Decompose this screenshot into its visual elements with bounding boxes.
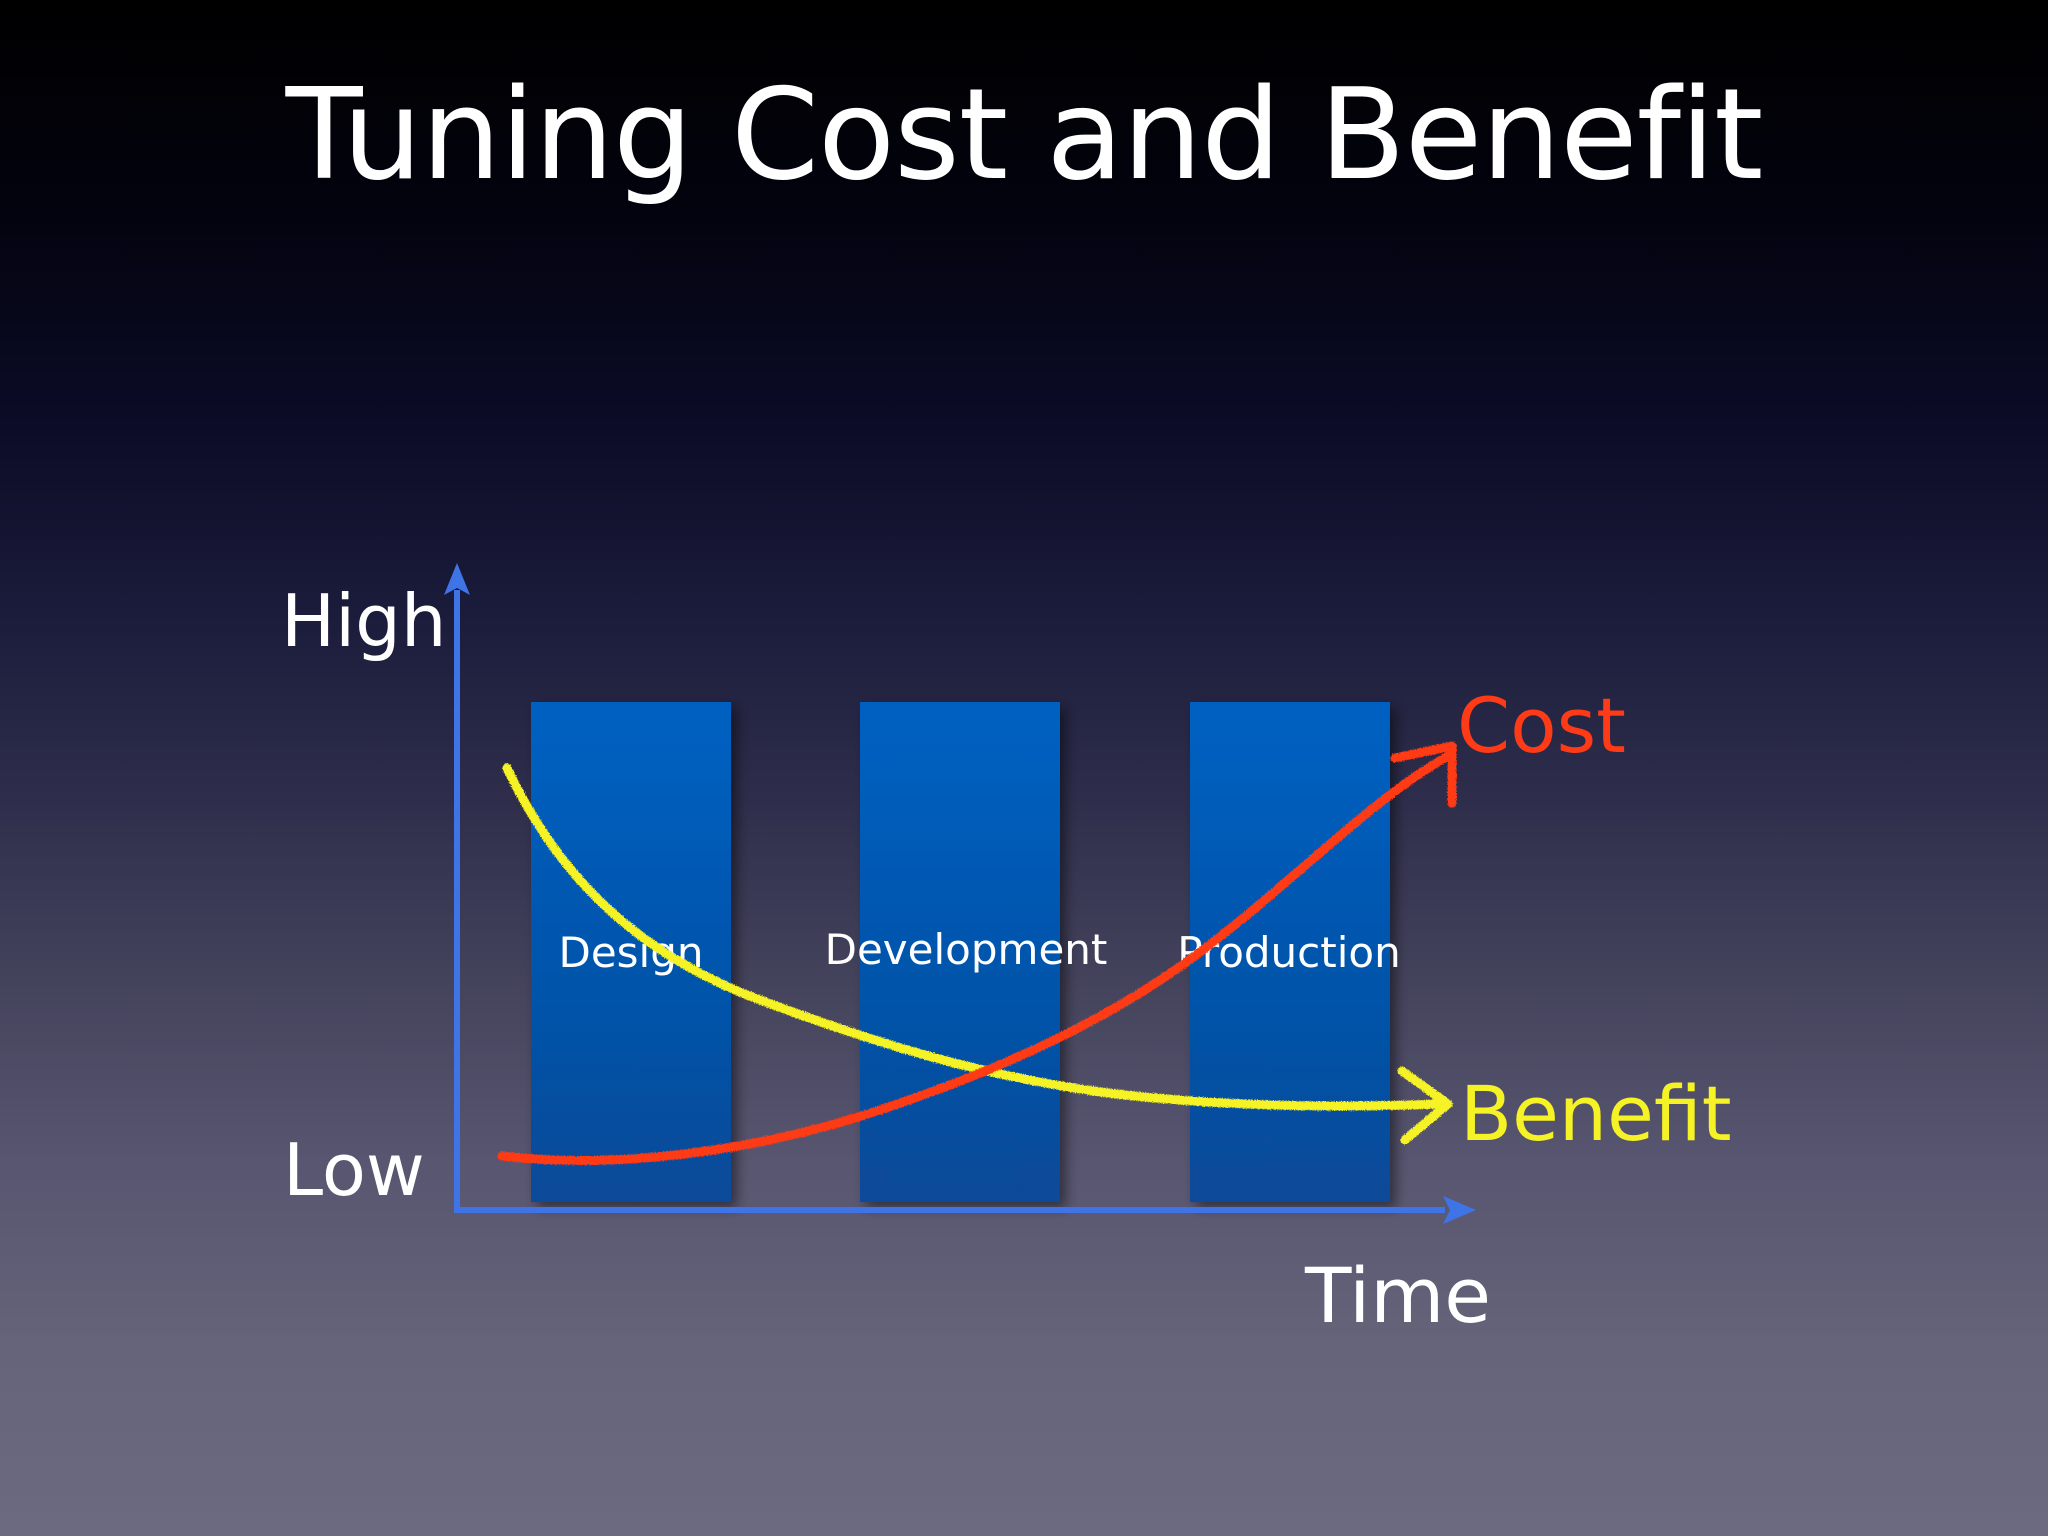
benefit-curve bbox=[502, 763, 1453, 1145]
slide-title: Tuning Cost and Benefit bbox=[285, 61, 1764, 208]
cost-curve-label: Cost bbox=[1457, 681, 1626, 770]
benefit-arrowhead bbox=[1397, 1066, 1453, 1145]
cost-curve bbox=[497, 741, 1457, 1165]
phase-label-design: Design bbox=[558, 928, 703, 977]
y-axis-arrowhead bbox=[444, 563, 470, 595]
y-axis-high-label: High bbox=[281, 579, 446, 663]
cost-curve-line bbox=[497, 751, 1453, 1165]
phase-bar-production bbox=[1190, 702, 1390, 1202]
x-axis-arrowhead bbox=[1443, 1196, 1476, 1224]
phase-bar-design bbox=[531, 702, 731, 1202]
x-axis-label: Time bbox=[1304, 1251, 1491, 1340]
benefit-curve-label: Benefit bbox=[1460, 1069, 1732, 1158]
phase-label-production: Production bbox=[1177, 928, 1400, 977]
axes bbox=[444, 563, 1476, 1224]
y-axis-low-label: Low bbox=[283, 1128, 425, 1212]
phase-bars bbox=[531, 702, 1390, 1202]
phase-label-development: Development bbox=[825, 925, 1108, 974]
cost-arrowhead bbox=[1390, 741, 1457, 808]
phase-bar-development bbox=[860, 702, 1060, 1202]
benefit-curve-line bbox=[502, 763, 1445, 1111]
